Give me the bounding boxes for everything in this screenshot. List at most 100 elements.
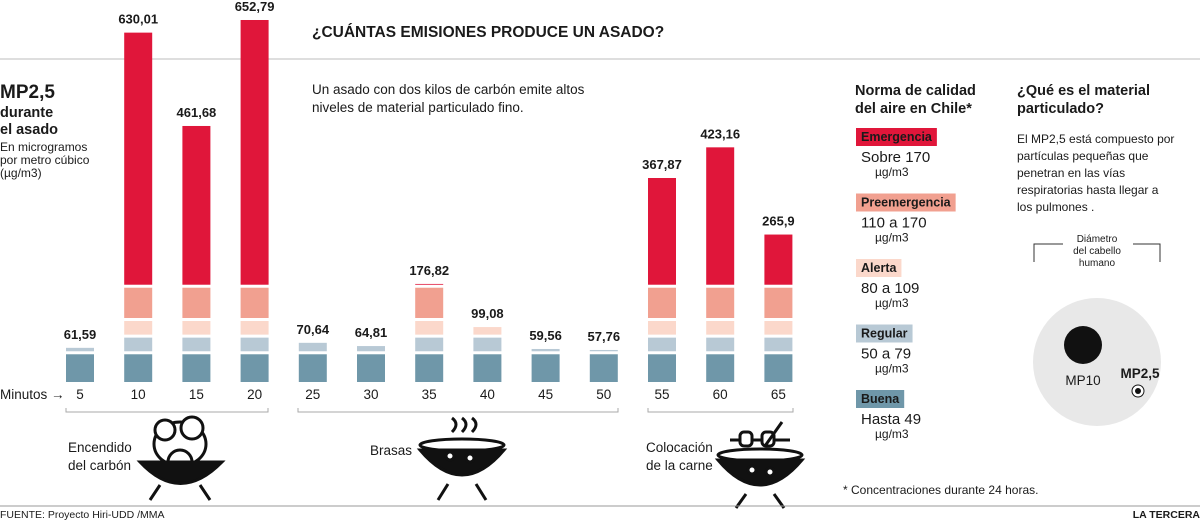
legend-range: Hasta 49 [861,411,921,428]
legend-label: Buena [861,392,900,406]
bar-segment [124,354,153,382]
x-tick-label: 5 [76,387,84,402]
value-label: 70,64 [297,322,330,337]
x-tick-label: 55 [654,387,669,402]
bar-segment [182,337,211,352]
legend-range: Sobre 170 [861,149,930,166]
bar-segment [706,287,735,318]
bar-segment [648,337,676,352]
subtitle: niveles de material particulado fino. [312,100,524,115]
bar-segment [298,342,327,352]
legend-swatch [856,193,956,212]
bar-segment [706,321,735,335]
bracket [297,408,619,413]
x-tick-label: 10 [131,387,146,402]
legend-label: Alerta [861,261,897,275]
x-tick-label: 40 [480,387,495,402]
brand: LA TERCERA [1133,509,1200,521]
bar-segment [240,354,269,382]
sidebar-title: particulado? [1017,101,1104,117]
x-tick-label: 35 [422,387,437,402]
bar-segment [240,287,269,318]
y-unit: (µg/m3) [0,166,42,180]
bar-segment [648,287,676,318]
bar-segment [66,354,94,382]
bar-segment [648,177,676,285]
hair-label: Diámetro [1077,234,1118,245]
value-label: 61,59 [64,327,97,342]
bars: 61,59 5 630,01 10 461,68 15 652,79 20 70,64 25 64,… [64,0,795,402]
x-tick-label: 25 [305,387,320,402]
bar-segment [531,354,560,382]
bar-segment [182,354,211,382]
legend-swatch [856,390,905,408]
title-bg [290,14,650,50]
bar-segment [473,337,502,352]
group-brackets [65,408,794,413]
x-tick-label: 15 [189,387,204,402]
particle-diagram: Diámetro del cabello humano MP10 MP2,5 [1033,232,1161,426]
sidebar-text: El MP2,5 está compuesto por [1017,132,1174,146]
bar-segment [415,354,444,382]
y-title: el asado [0,122,58,138]
footnote: * Concentraciones durante 24 horas. [843,483,1038,497]
bar-segment [66,347,94,352]
bar-segment [415,321,444,335]
bar-segment [182,287,211,318]
legend-unit: µg/m3 [875,231,909,245]
y-unit: En microgramos [0,140,87,154]
y-unit: por metro cúbico [0,153,90,167]
bar-segment [473,354,502,382]
bar-segment [298,354,327,382]
hair-label: humano [1079,258,1116,269]
value-label: 99,08 [471,306,504,321]
bracket [65,408,269,413]
bar-segment [415,283,444,285]
legend-label: Regular [861,327,908,341]
mp10-label: MP10 [1065,373,1100,388]
bar-segment [124,337,153,352]
sidebar-text: respiratorias hasta llegar a [1017,183,1159,197]
bar-segment [415,287,444,318]
group-label: Colocación [646,440,713,455]
bar-segment [589,354,618,382]
x-tick-label: 65 [771,387,786,402]
bar-segment [357,354,385,382]
legend-unit: µg/m3 [875,362,909,376]
bar-segment [124,321,153,335]
icon-meat-grill [714,421,806,509]
value-label: 57,76 [588,329,621,344]
sidebar-text: partículas pequeñas que [1017,149,1149,163]
legend-title: del aire en Chile* [855,101,972,117]
x-title: Minutos → [0,387,65,402]
value-label: 64,81 [355,325,388,340]
legend-swatch [856,324,913,343]
bar-segment [124,32,153,285]
legend-label: Emergencia [861,130,933,144]
value-label: 652,79 [235,0,275,14]
legend-unit: µg/m3 [875,427,909,441]
legend-unit: µg/m3 [875,165,909,179]
bar-segment [182,321,211,335]
icon-fire-grill [136,415,226,501]
hair-label: del cabello [1073,246,1121,257]
value-label: 265,9 [762,214,795,229]
bar-segment [473,327,502,335]
bar-segment [706,147,735,285]
value-label: 176,82 [409,263,449,278]
bar-segment [240,337,269,352]
bar-segment [415,337,444,352]
y-title: MP2,5 [0,82,55,103]
value-label: 630,01 [118,12,158,27]
legend-swatch [856,259,902,277]
bar-segment [240,19,269,285]
source: FUENTE: Proyecto Hiri-UDD /MMA [0,509,165,521]
